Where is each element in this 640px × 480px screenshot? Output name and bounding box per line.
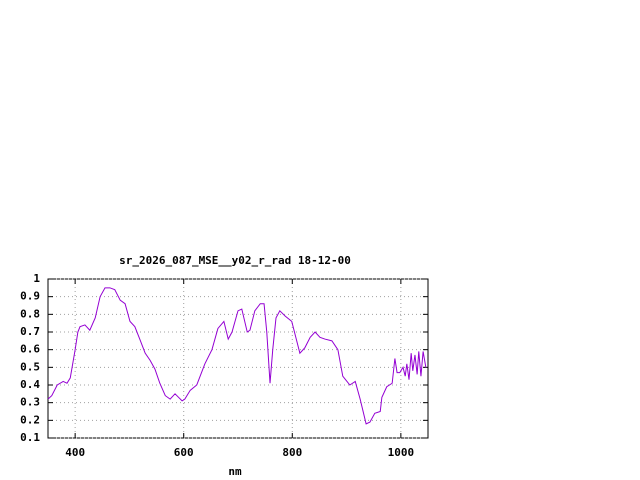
plot-border [47, 278, 429, 439]
x-axis-label: nm [228, 465, 242, 478]
y-tick-label: 0.9 [20, 290, 40, 303]
x-tick-label: 1000 [388, 446, 415, 459]
y-tick-label: 0.8 [20, 307, 40, 320]
y-tick-label: 0.1 [20, 431, 40, 444]
y-tick-label: 0.3 [20, 396, 40, 409]
x-tick-label: 800 [282, 446, 302, 459]
y-tick-label: 0.5 [20, 360, 40, 373]
chart-title: sr_2026_087_MSE__y02_r_rad 18-12-00 [119, 254, 351, 267]
x-tick-label: 600 [174, 446, 194, 459]
y-tick-label: 0.2 [20, 413, 40, 426]
y-tick-label: 0.7 [20, 325, 40, 338]
x-tick-label: 400 [65, 446, 85, 459]
y-tick-label: 0.4 [20, 378, 40, 391]
y-tick-label: 1 [33, 272, 40, 285]
data-line [47, 287, 427, 425]
y-tick-label: 0.6 [20, 343, 40, 356]
